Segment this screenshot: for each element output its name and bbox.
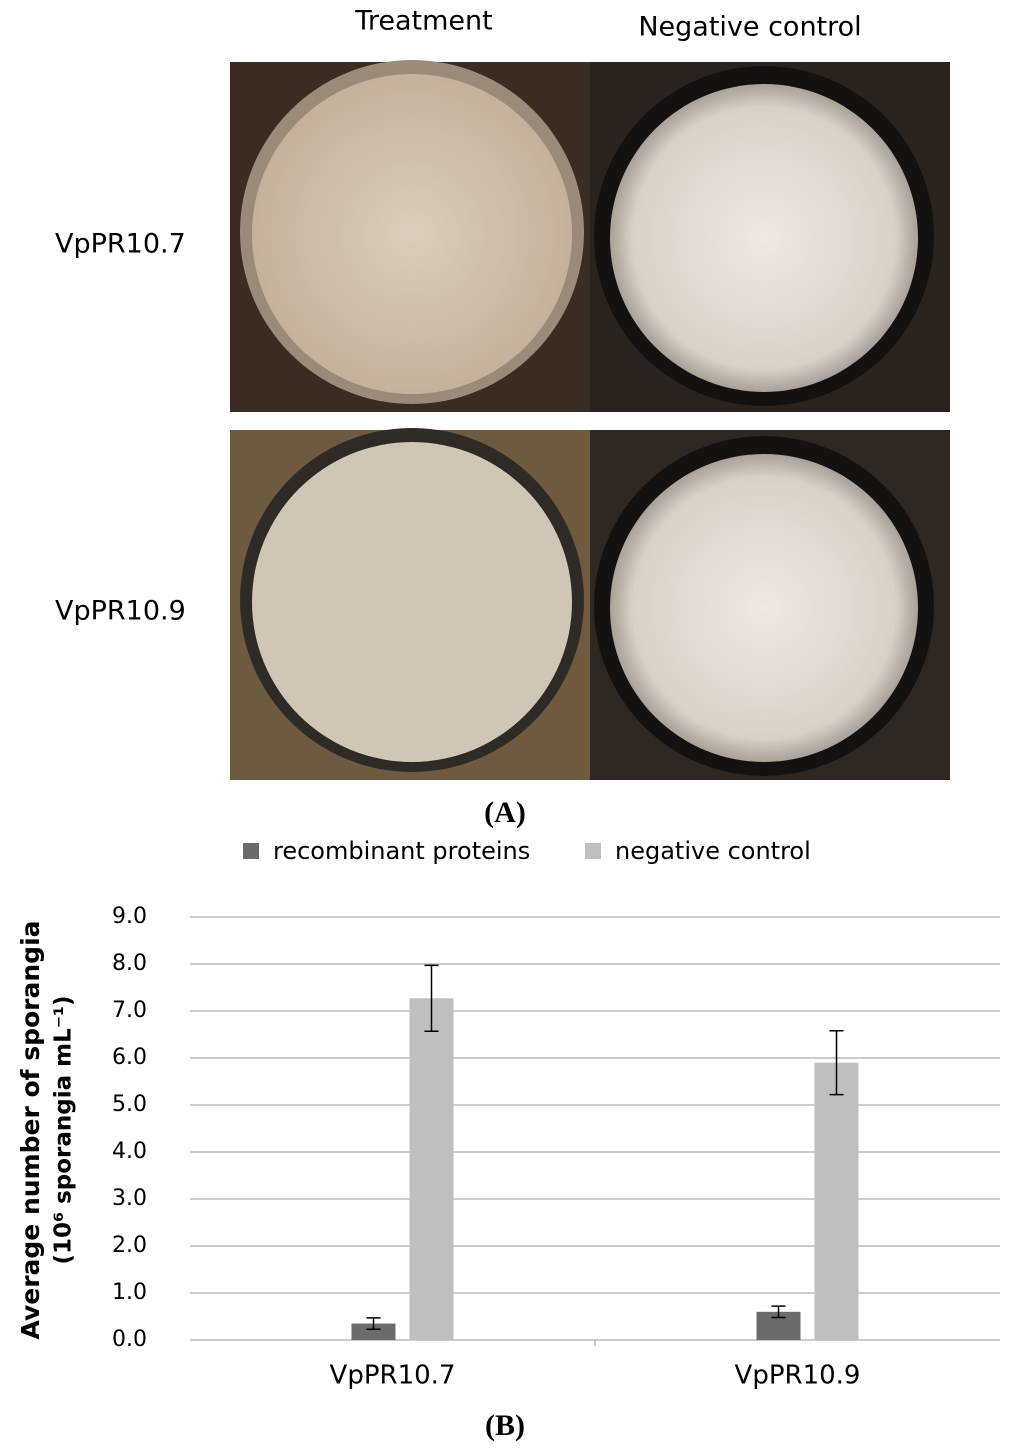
row-label: VpPR10.7 bbox=[55, 229, 186, 260]
dish bbox=[252, 442, 572, 762]
y-axis-label: (10⁶ sporangia mL⁻¹) bbox=[51, 995, 77, 1264]
legend-swatch bbox=[243, 843, 259, 859]
dish bbox=[610, 84, 918, 392]
y-tick-label: 7.0 bbox=[112, 998, 147, 1023]
x-tick-label: VpPR10.7 bbox=[330, 1361, 456, 1391]
panel-label: (B) bbox=[485, 1409, 525, 1442]
dish bbox=[252, 74, 572, 394]
bar bbox=[814, 1062, 859, 1340]
y-tick-label: 8.0 bbox=[112, 951, 147, 976]
bar bbox=[351, 1323, 396, 1340]
y-tick-label: 9.0 bbox=[112, 904, 147, 929]
x-tick-label: VpPR10.9 bbox=[735, 1361, 861, 1391]
y-tick-label: 5.0 bbox=[112, 1092, 147, 1117]
error-bar bbox=[424, 964, 439, 1032]
error-bar bbox=[771, 1305, 786, 1319]
legend-label: recombinant proteins bbox=[273, 837, 530, 865]
photos bbox=[230, 60, 950, 780]
y-axis-label: Average number of sporangia bbox=[16, 920, 45, 1339]
row-label: VpPR10.9 bbox=[55, 596, 186, 627]
y-tick-label: 3.0 bbox=[112, 1186, 147, 1211]
y-tick-label: 1.0 bbox=[112, 1280, 147, 1305]
column-label: Treatment bbox=[354, 6, 492, 37]
error-bar bbox=[829, 1029, 844, 1096]
dish bbox=[610, 454, 918, 762]
panel-label: (A) bbox=[484, 796, 526, 829]
y-tick-label: 6.0 bbox=[112, 1045, 147, 1070]
y-tick-label: 0.0 bbox=[112, 1327, 147, 1352]
y-tick-label: 2.0 bbox=[112, 1233, 147, 1258]
column-label: Negative control bbox=[638, 12, 861, 43]
y-tick-label: 4.0 bbox=[112, 1139, 147, 1164]
bar bbox=[409, 998, 454, 1340]
error-bar bbox=[366, 1317, 381, 1330]
legend-label: negative control bbox=[615, 837, 811, 865]
legend-swatch bbox=[585, 843, 601, 859]
